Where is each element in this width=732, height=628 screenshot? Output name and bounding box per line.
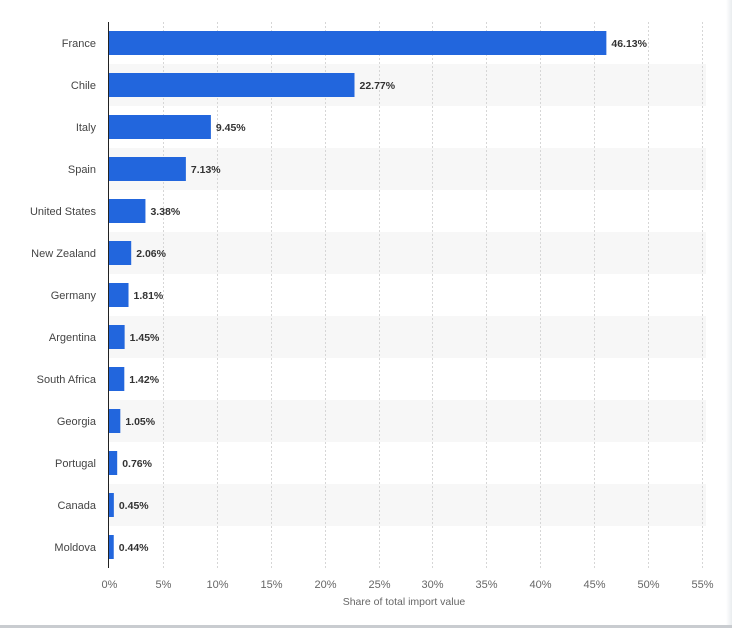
x-tick-label-0: 0% bbox=[102, 579, 118, 591]
value-labels: 46.13% 22.77% 9.45% 7.13% 3.38% 2.06% 1.81% 1.4… bbox=[119, 38, 648, 554]
category-label-georgia: Georgia bbox=[57, 416, 97, 428]
bar-canada bbox=[109, 493, 114, 517]
row-band-new-zealand bbox=[109, 232, 706, 274]
x-tick-label-25: 25% bbox=[368, 579, 390, 591]
x-tick-label-40: 40% bbox=[529, 579, 551, 591]
value-label-moldova: 0.44% bbox=[119, 542, 149, 554]
bar-italy bbox=[109, 115, 211, 139]
value-label-italy: 9.45% bbox=[216, 122, 246, 134]
category-label-canada: Canada bbox=[57, 500, 96, 512]
x-tick-label-10: 10% bbox=[206, 579, 228, 591]
x-tick-label-20: 20% bbox=[314, 579, 336, 591]
window-bottom-border bbox=[0, 625, 732, 628]
value-label-argentina: 1.45% bbox=[130, 332, 160, 344]
category-label-spain: Spain bbox=[68, 164, 96, 176]
category-label-germany: Germany bbox=[51, 290, 97, 302]
value-label-portugal: 0.76% bbox=[122, 458, 152, 470]
x-tick-label-30: 30% bbox=[421, 579, 443, 591]
value-label-georgia: 1.05% bbox=[125, 416, 155, 428]
x-tick-label-45: 45% bbox=[583, 579, 605, 591]
row-band-argentina bbox=[109, 316, 706, 358]
value-label-france: 46.13% bbox=[611, 38, 647, 50]
category-labels: France Chile Italy Spain United States New Ze… bbox=[30, 38, 97, 554]
value-label-south-africa: 1.42% bbox=[129, 374, 159, 386]
value-label-chile: 22.77% bbox=[360, 80, 396, 92]
x-tick-label-50: 50% bbox=[637, 579, 659, 591]
grid-lines bbox=[163, 22, 703, 568]
x-axis-ticks: 0% 5% 10% 15% 20% 25% 30% 35% 40% 45% 50% 55% bbox=[102, 579, 714, 591]
x-tick-label-55: 55% bbox=[691, 579, 713, 591]
bar-new-zealand bbox=[109, 241, 132, 265]
bar-moldova bbox=[109, 535, 114, 559]
category-label-chile: Chile bbox=[71, 80, 96, 92]
category-label-new-zealand: New Zealand bbox=[31, 248, 96, 260]
category-label-south-africa: South Africa bbox=[37, 374, 97, 386]
value-label-united-states: 3.38% bbox=[150, 206, 180, 218]
bar-south-africa bbox=[109, 367, 125, 391]
x-axis-title: Share of total import value bbox=[343, 596, 466, 608]
row-bands bbox=[109, 64, 706, 526]
category-label-italy: Italy bbox=[76, 122, 97, 134]
value-label-germany: 1.81% bbox=[134, 290, 164, 302]
value-label-new-zealand: 2.06% bbox=[136, 248, 166, 260]
category-label-france: France bbox=[62, 38, 96, 50]
value-label-spain: 7.13% bbox=[191, 164, 221, 176]
category-label-argentina: Argentina bbox=[49, 332, 97, 344]
bar-france bbox=[109, 31, 607, 55]
bars bbox=[109, 31, 607, 559]
bar-georgia bbox=[109, 409, 121, 433]
bar-portugal bbox=[109, 451, 118, 475]
category-label-moldova: Moldova bbox=[54, 542, 96, 554]
bar-united-states bbox=[109, 199, 146, 223]
category-label-united-states: United States bbox=[30, 206, 97, 218]
window-edge-shadow bbox=[726, 0, 732, 628]
row-band-canada bbox=[109, 484, 706, 526]
category-label-portugal: Portugal bbox=[55, 458, 96, 470]
bar-spain bbox=[109, 157, 186, 181]
x-tick-label-35: 35% bbox=[475, 579, 497, 591]
x-tick-label-15: 15% bbox=[260, 579, 282, 591]
bar-germany bbox=[109, 283, 129, 307]
x-tick-label-5: 5% bbox=[156, 579, 172, 591]
row-band-spain bbox=[109, 148, 706, 190]
row-band-georgia bbox=[109, 400, 706, 442]
value-label-canada: 0.45% bbox=[119, 500, 149, 512]
bar-chile bbox=[109, 73, 355, 97]
bar-argentina bbox=[109, 325, 125, 349]
